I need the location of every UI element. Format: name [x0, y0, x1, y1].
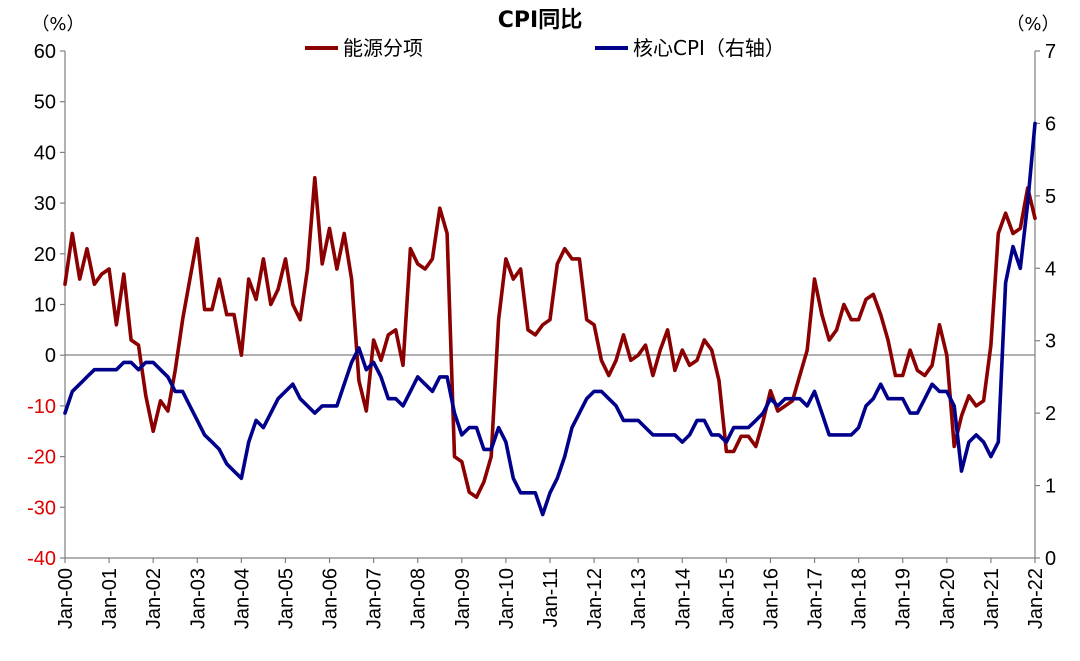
left-tick-label: 20 [34, 244, 56, 266]
x-tick-label: Jan-21 [981, 568, 1003, 629]
x-tick-label: Jan-17 [805, 568, 827, 629]
x-tick-label: Jan-20 [937, 568, 959, 629]
chart-title: CPI同比 [498, 8, 582, 33]
right-tick-label: 0 [1045, 548, 1056, 570]
legend-label-energy: 能源分项 [343, 36, 423, 60]
x-tick-label: Jan-05 [275, 568, 297, 629]
x-tick-label: Jan-01 [99, 568, 121, 629]
x-tick-label: Jan-16 [760, 568, 782, 629]
left-tick-label: -40 [27, 548, 56, 570]
x-tick-label: Jan-06 [320, 568, 342, 629]
series-layer [63, 121, 1037, 517]
left-tick-label: 0 [45, 345, 56, 367]
x-tick-label: Jan-02 [143, 568, 165, 629]
x-tick-label: Jan-03 [187, 568, 209, 629]
x-tick-label: Jan-07 [364, 568, 386, 629]
x-axis-ticks: Jan-00 Jan-01 Jan-02 Jan-03 Jan-04 Jan-05 Jan-… [55, 558, 1047, 629]
left-axis-unit: （%） [31, 14, 84, 35]
series-line-core-cpi [63, 121, 1037, 517]
x-tick-label: Jan-19 [893, 568, 915, 629]
x-tick-label: Jan-09 [452, 568, 474, 629]
left-tick-label: -30 [27, 497, 56, 519]
right-tick-label: 5 [1045, 186, 1056, 208]
x-tick-label: Jan-10 [496, 568, 518, 629]
left-tick-label: -10 [27, 396, 56, 418]
x-tick-label: Jan-13 [628, 568, 650, 629]
x-tick-label: Jan-12 [584, 568, 606, 629]
left-tick-label: 30 [34, 193, 56, 215]
right-axis-unit: （%） [1006, 14, 1059, 35]
x-tick-label: Jan-00 [55, 568, 77, 629]
legend: 能源分项 核心CPI（右轴） [305, 36, 785, 60]
left-tick-label: 60 [34, 41, 56, 63]
right-tick-label: 1 [1045, 476, 1056, 498]
right-axis-ticks: 7 6 5 4 3 2 1 0 [1035, 41, 1056, 570]
right-tick-label: 6 [1045, 113, 1056, 135]
right-tick-label: 2 [1045, 403, 1056, 425]
x-tick-label: Jan-08 [408, 568, 430, 629]
right-tick-label: 4 [1045, 258, 1056, 280]
series-line-energy [63, 176, 1037, 500]
left-tick-label: 50 [34, 92, 56, 114]
right-tick-label: 3 [1045, 331, 1056, 353]
x-tick-label: Jan-18 [849, 568, 871, 629]
x-tick-label: Jan-14 [672, 568, 694, 629]
left-tick-label: -20 [27, 447, 56, 469]
left-axis-ticks: 60 50 40 30 20 10 0 -10 -20 -30 -40 [27, 41, 65, 570]
left-tick-label: 40 [34, 142, 56, 164]
x-tick-label: Jan-04 [231, 568, 253, 629]
x-tick-label: Jan-11 [540, 568, 562, 628]
x-tick-label: Jan-22 [1025, 568, 1047, 629]
right-tick-label: 7 [1045, 41, 1056, 63]
x-tick-label: Jan-15 [716, 568, 738, 629]
legend-label-core-cpi: 核心CPI（右轴） [633, 36, 785, 60]
left-tick-label: 10 [34, 295, 56, 317]
